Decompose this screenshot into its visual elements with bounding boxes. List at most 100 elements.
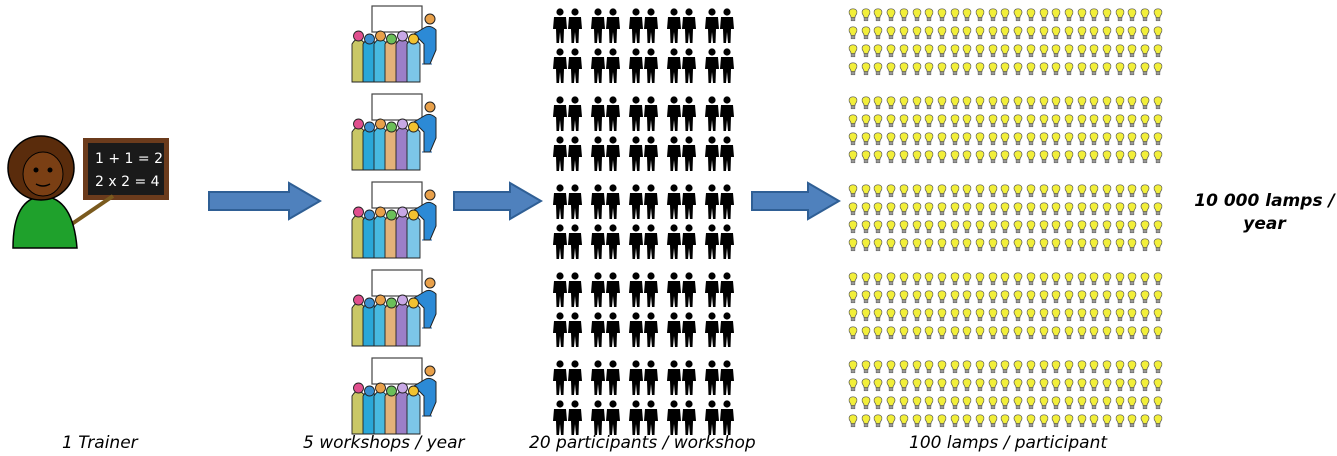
light-bulb-icon bbox=[1026, 132, 1036, 146]
light-bulb-icon bbox=[988, 202, 997, 216]
light-bulb-icon bbox=[924, 414, 934, 428]
light-bulb-icon bbox=[1077, 378, 1086, 392]
light-bulb-icon bbox=[912, 290, 921, 304]
light-bulb-icon bbox=[924, 308, 934, 322]
light-bulb-icon bbox=[1026, 272, 1036, 286]
light-bulb-icon bbox=[1077, 114, 1086, 128]
light-bulb-icon bbox=[1064, 396, 1074, 410]
light-bulb-icon bbox=[899, 62, 909, 76]
light-bulb-icon bbox=[937, 132, 947, 146]
light-bulb-icon bbox=[924, 8, 934, 22]
light-bulb-icon bbox=[1051, 8, 1061, 22]
light-bulb-icon bbox=[899, 8, 909, 22]
workshop-icon bbox=[351, 269, 437, 347]
light-bulb-icon bbox=[1102, 360, 1112, 374]
light-bulb-icon bbox=[1153, 132, 1163, 146]
light-bulb-icon bbox=[1102, 114, 1112, 128]
light-bulb-icon bbox=[848, 150, 858, 164]
light-bulb-icon bbox=[899, 96, 909, 110]
light-bulb-icon bbox=[975, 132, 985, 146]
participant-icon bbox=[629, 360, 658, 395]
light-bulb-icon bbox=[988, 238, 997, 252]
light-bulb-icon bbox=[1128, 62, 1137, 76]
light-bulb-icon bbox=[924, 114, 934, 128]
light-bulb-icon bbox=[924, 396, 934, 410]
light-bulb-icon bbox=[1115, 114, 1124, 128]
light-bulb-icon bbox=[975, 114, 985, 128]
participant-icon bbox=[629, 136, 658, 171]
light-bulb-icon bbox=[1051, 132, 1061, 146]
light-bulb-icon bbox=[975, 290, 985, 304]
light-bulb-icon bbox=[1089, 360, 1099, 374]
light-bulb-icon bbox=[1089, 378, 1099, 392]
lamps-column bbox=[848, 0, 1178, 430]
light-bulb-icon bbox=[861, 326, 870, 340]
light-bulb-icon bbox=[1102, 132, 1112, 146]
light-bulb-icon bbox=[988, 378, 997, 392]
light-bulb-icon bbox=[1128, 150, 1137, 164]
light-bulb-icon bbox=[1128, 290, 1137, 304]
light-bulb-icon bbox=[1115, 132, 1124, 146]
light-bulb-icon bbox=[988, 290, 997, 304]
participant-icon bbox=[705, 360, 734, 395]
light-bulb-icon bbox=[1077, 132, 1086, 146]
light-bulb-icon bbox=[886, 378, 896, 392]
workshop-icon bbox=[351, 357, 437, 435]
light-bulb-icon bbox=[1051, 238, 1061, 252]
light-bulb-icon bbox=[899, 184, 909, 198]
light-bulb-icon bbox=[1001, 26, 1010, 40]
light-bulb-icon bbox=[1153, 378, 1163, 392]
light-bulb-icon bbox=[1013, 220, 1023, 234]
light-bulb-icon bbox=[950, 114, 959, 128]
light-bulb-icon bbox=[861, 8, 870, 22]
light-bulb-icon bbox=[848, 202, 858, 216]
light-bulb-icon bbox=[1001, 202, 1010, 216]
light-bulb-icon bbox=[962, 132, 972, 146]
light-bulb-icon bbox=[912, 96, 921, 110]
light-bulb-icon bbox=[1128, 132, 1137, 146]
light-bulb-icon bbox=[886, 326, 896, 340]
participant-icon bbox=[553, 96, 582, 131]
light-bulb-icon bbox=[1077, 414, 1086, 428]
light-bulb-icon bbox=[1128, 414, 1137, 428]
light-bulb-icon bbox=[1115, 26, 1124, 40]
light-bulb-icon bbox=[1140, 132, 1150, 146]
participant-icon bbox=[705, 96, 734, 131]
light-bulb-icon bbox=[912, 414, 921, 428]
light-bulb-icon bbox=[886, 8, 896, 22]
light-bulb-icon bbox=[937, 8, 947, 22]
light-bulb-icon bbox=[988, 132, 997, 146]
light-bulb-icon bbox=[1128, 26, 1137, 40]
light-bulb-icon bbox=[1102, 308, 1112, 322]
participant-icon bbox=[553, 272, 582, 307]
light-bulb-icon bbox=[1153, 308, 1163, 322]
light-bulb-icon bbox=[1001, 238, 1010, 252]
light-bulb-icon bbox=[950, 26, 959, 40]
light-bulb-icon bbox=[1153, 184, 1163, 198]
light-bulb-icon bbox=[899, 238, 909, 252]
light-bulb-icon bbox=[1051, 26, 1061, 40]
light-bulb-icon bbox=[1089, 132, 1099, 146]
light-bulb-icon bbox=[1051, 396, 1061, 410]
light-bulb-icon bbox=[937, 26, 947, 40]
light-bulb-icon bbox=[899, 326, 909, 340]
light-bulb-icon bbox=[1039, 378, 1048, 392]
light-bulb-icon bbox=[962, 96, 972, 110]
light-bulb-icon bbox=[988, 414, 997, 428]
light-bulb-icon bbox=[1077, 272, 1086, 286]
light-bulb-icon bbox=[1089, 272, 1099, 286]
light-bulb-icon bbox=[950, 220, 959, 234]
participant-icon bbox=[591, 272, 620, 307]
light-bulb-icon bbox=[1140, 44, 1150, 58]
light-bulb-icon bbox=[1001, 414, 1010, 428]
light-bulb-icon bbox=[874, 308, 883, 322]
light-bulb-icon bbox=[1001, 308, 1010, 322]
light-bulb-icon bbox=[886, 44, 896, 58]
light-bulb-icon bbox=[1001, 290, 1010, 304]
light-bulb-icon bbox=[886, 184, 896, 198]
light-bulb-icon bbox=[962, 326, 972, 340]
light-bulb-icon bbox=[924, 378, 934, 392]
blackboard-icon: 1 + 1 = 2 2 x 2 = 4 bbox=[83, 138, 169, 200]
participant-icon bbox=[553, 48, 582, 83]
light-bulb-icon bbox=[962, 290, 972, 304]
